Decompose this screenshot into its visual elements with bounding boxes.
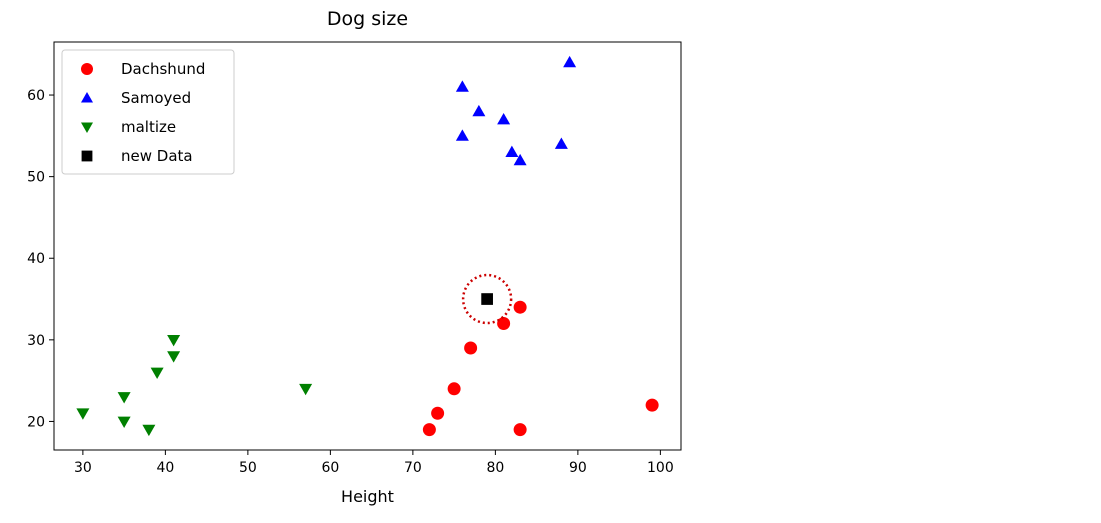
maltize-point [117,416,131,428]
samoyed-point [497,113,511,125]
dachshund-point [422,423,436,437]
legend-marker-maltize [81,122,93,133]
maltize-point [167,351,181,363]
highlight-layer [461,273,513,325]
maltize-point [299,383,313,396]
maltize-point [167,334,181,347]
x-tick-label: 50 [239,460,257,476]
samoyed-point [472,104,486,117]
y-tick-label: 40 [27,251,45,267]
maltize-point [142,424,156,437]
x-axis-ticks: 30 40 50 60 70 80 90 100 [74,450,674,476]
x-tick-label: 80 [486,460,504,476]
legend-label-maltize: maltize [121,118,176,136]
y-tick-label: 30 [27,333,45,349]
plot-area-frame [53,41,682,451]
y-tick-label: 20 [27,414,45,430]
samoyed-point [505,145,519,158]
dachshund-point [447,382,461,396]
legend-label-new-data: new Data [121,147,193,165]
legend-box [61,49,235,175]
dachshund-point [645,398,659,412]
y-tick-label: 50 [27,170,45,186]
y-axis-ticks: 20 30 40 50 60 [27,88,54,430]
dachshund-point [513,423,527,437]
samoyed-point [563,55,577,68]
dachshund-point [464,341,478,355]
new-data-point [481,293,493,305]
x-tick-label: 70 [404,460,422,476]
data-points [76,55,659,437]
legend: Dachshund Samoyed maltize new Data [61,49,235,175]
x-tick-label: 60 [321,460,339,476]
x-axis-label: Height [341,487,394,506]
highlight-circle [461,273,513,325]
samoyed-point [554,137,568,149]
x-tick-label: 90 [569,460,587,476]
samoyed-point [455,129,469,141]
x-tick-label: 40 [156,460,174,476]
maltize-point [150,367,164,379]
maltize-point [76,408,90,420]
dachshund-point [513,300,527,314]
samoyed-point [455,80,469,92]
x-tick-label: 100 [647,460,674,476]
dachshund-point [431,406,445,420]
x-tick-label: 30 [74,460,92,476]
dachshund-point [497,317,511,331]
legend-label-dachshund: Dachshund [121,60,205,78]
y-tick-label: 60 [27,88,45,104]
chart-title: Dog size [326,8,409,30]
legend-marker-new-data [81,150,93,162]
legend-marker-samoyed [81,92,93,103]
legend-label-samoyed: Samoyed [121,89,191,107]
maltize-point [117,392,131,404]
legend-marker-dachshund [81,63,93,75]
samoyed-point [513,153,527,166]
